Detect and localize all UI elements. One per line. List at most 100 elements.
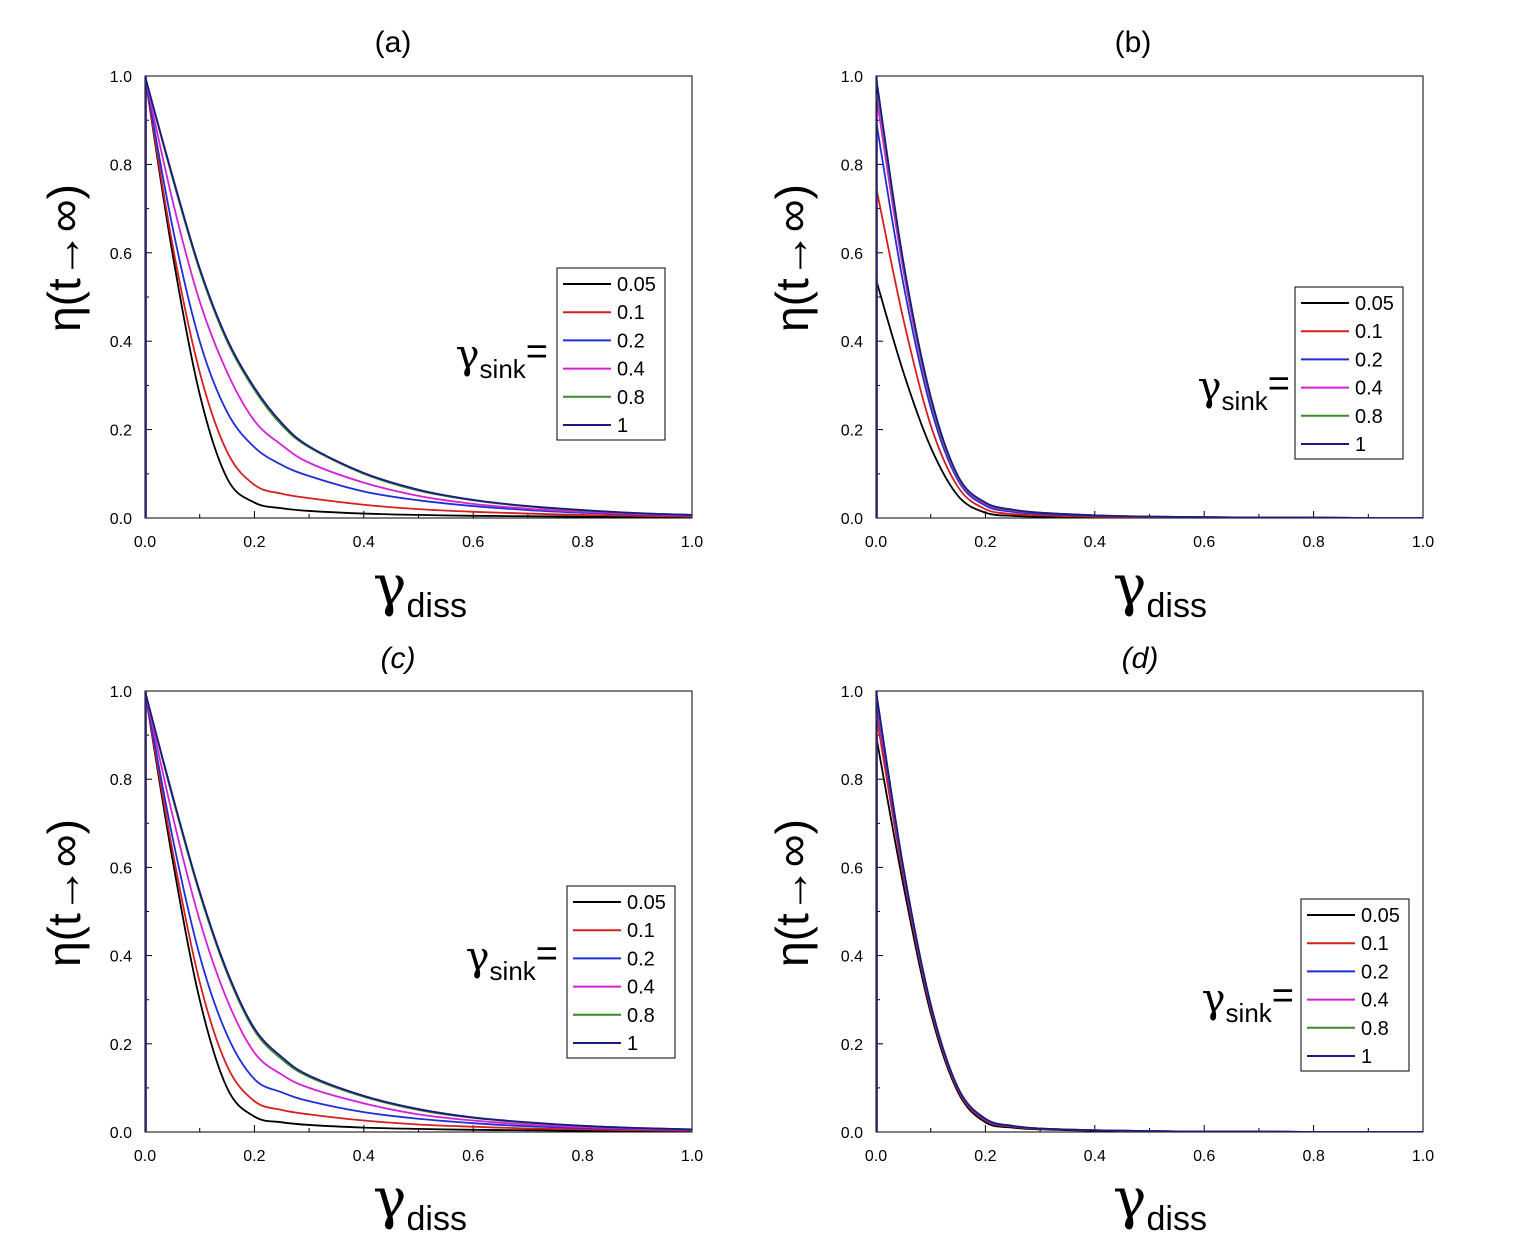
x-tick-label: 1.0: [681, 534, 703, 551]
legend-box: [1300, 898, 1410, 1072]
x-axis-gamma: γ: [373, 1167, 406, 1232]
series-line-0_05: [145, 690, 692, 1132]
y-tick-label: 0.6: [841, 246, 863, 263]
legend-gamma: γ: [466, 934, 490, 980]
x-tick-label: 0.2: [974, 1148, 996, 1165]
legend-label: 0.8: [1361, 1018, 1389, 1040]
legend-label: 0.4: [617, 359, 645, 381]
legend-subscript: sink: [480, 354, 527, 384]
series-group: [145, 690, 692, 1132]
legend-subscript: sink: [490, 956, 537, 986]
x-tick-label: 1.0: [1412, 534, 1434, 551]
x-tick-label: 0.0: [865, 534, 887, 551]
y-axis-label: η(t→∞): [766, 184, 818, 332]
x-tick-label: 0.2: [974, 534, 996, 551]
legend-label: 1: [1361, 1046, 1372, 1068]
legend-title: γsink=: [1198, 363, 1290, 416]
y-tick-label: 0.4: [841, 334, 863, 351]
y-tick-label: 0.8: [110, 772, 132, 789]
x-axis-subscript: diss: [1147, 1200, 1207, 1238]
series-group: [145, 75, 692, 518]
x-tick-label: 1.0: [681, 1148, 703, 1165]
x-tick-label: 0.6: [1193, 1148, 1215, 1165]
y-axis-label: η(t→∞): [766, 819, 818, 967]
x-tick-label: 0.8: [571, 534, 593, 551]
legend-gamma: γ: [1198, 364, 1222, 410]
legend-equals: =: [536, 933, 558, 975]
legend-gamma: γ: [1202, 976, 1226, 1022]
x-axis-label: γdiss: [1113, 554, 1207, 625]
series-line-1: [145, 690, 692, 1131]
y-tick-label: 0.8: [841, 772, 863, 789]
legend-label: 0.05: [1361, 905, 1400, 927]
x-tick-label: 0.8: [571, 1148, 593, 1165]
legend-equals: =: [1272, 975, 1294, 1017]
legend-label: 1: [627, 1033, 638, 1055]
y-tick-label: 0.0: [110, 1125, 132, 1142]
series-line-0_4: [145, 690, 692, 1131]
legend-label: 0.8: [627, 1005, 655, 1027]
series-group: [876, 690, 1423, 1132]
legend-label: 0.4: [1355, 378, 1383, 400]
panel-title: (d): [1122, 642, 1159, 675]
series-line-0_05: [145, 75, 692, 518]
x-tick-label: 0.4: [1084, 1148, 1106, 1165]
y-tick-label: 1.0: [110, 69, 132, 86]
legend-label: 0.05: [627, 892, 666, 914]
legend-label: 1: [617, 415, 628, 437]
legend-label: 0.2: [627, 948, 655, 970]
x-axis-gamma: γ: [1113, 1167, 1146, 1232]
x-axis-label: γdiss: [373, 554, 467, 625]
panel-title: (b): [1115, 26, 1152, 59]
y-tick-label: 1.0: [841, 69, 863, 86]
legend-box: [556, 267, 666, 441]
panel-b: (b) 0.0 0.2 0.4 0.6 0.8 1.0 0.0 0.2 0.4 0.6 0.8 1.0 η…: [766, 26, 1434, 625]
series-line-1: [876, 690, 1423, 1132]
y-tick-label: 0.8: [110, 157, 132, 174]
series-line-1: [145, 75, 692, 516]
legend-subscript: sink: [1222, 386, 1269, 416]
legend-label: 0.1: [1361, 933, 1389, 955]
series-line-0_05: [876, 279, 1423, 518]
legend-equals: =: [526, 331, 548, 373]
x-tick-label: 0.4: [353, 1148, 375, 1165]
y-tick-label: 0.6: [110, 860, 132, 877]
x-tick-label: 0.4: [353, 534, 375, 551]
x-axis-gamma: γ: [373, 554, 406, 619]
y-axis-label: η(t→∞): [38, 184, 90, 332]
x-axis-subscript: diss: [1147, 587, 1207, 625]
y-tick-label: 0.2: [110, 423, 132, 440]
panel-a: (a) 0.0 0.2 0.4 0.6 0.8 1.0 0.0 0.2 0.4 0.6 0.8 1.0 η…: [38, 26, 703, 625]
legend-label: 0.2: [1361, 961, 1389, 983]
series-line-0_1: [145, 690, 692, 1132]
legend-label: 1: [1355, 434, 1366, 456]
y-tick-label: 0.4: [110, 949, 132, 966]
legend-label: 0.2: [1355, 349, 1383, 371]
legend-label: 0.8: [1355, 406, 1383, 428]
x-tick-label: 0.0: [134, 1148, 156, 1165]
x-tick-label: 0.4: [1084, 534, 1106, 551]
y-tick-label: 0.0: [841, 1125, 863, 1142]
y-tick-label: 0.2: [841, 423, 863, 440]
legend-equals: =: [1268, 363, 1290, 405]
legend-box: [1294, 286, 1404, 460]
legend-title: γsink=: [456, 331, 548, 384]
legend-title: γsink=: [1202, 975, 1294, 1028]
x-tick-label: 1.0: [1412, 1148, 1434, 1165]
legend-gamma: γ: [456, 332, 480, 378]
x-axis-gamma: γ: [1113, 554, 1146, 619]
y-tick-label: 1.0: [110, 684, 132, 701]
legend-subscript: sink: [1226, 998, 1273, 1028]
x-tick-label: 0.0: [134, 534, 156, 551]
x-axis-subscript: diss: [407, 1200, 467, 1238]
legend-label: 0.2: [617, 330, 645, 352]
legend-box: [566, 885, 676, 1059]
y-tick-label: 0.4: [110, 334, 132, 351]
series-line-0_2: [145, 690, 692, 1132]
x-tick-label: 0.6: [462, 1148, 484, 1165]
y-tick-label: 0.8: [841, 157, 863, 174]
series-group: [876, 75, 1423, 518]
y-tick-label: 0.0: [841, 511, 863, 528]
